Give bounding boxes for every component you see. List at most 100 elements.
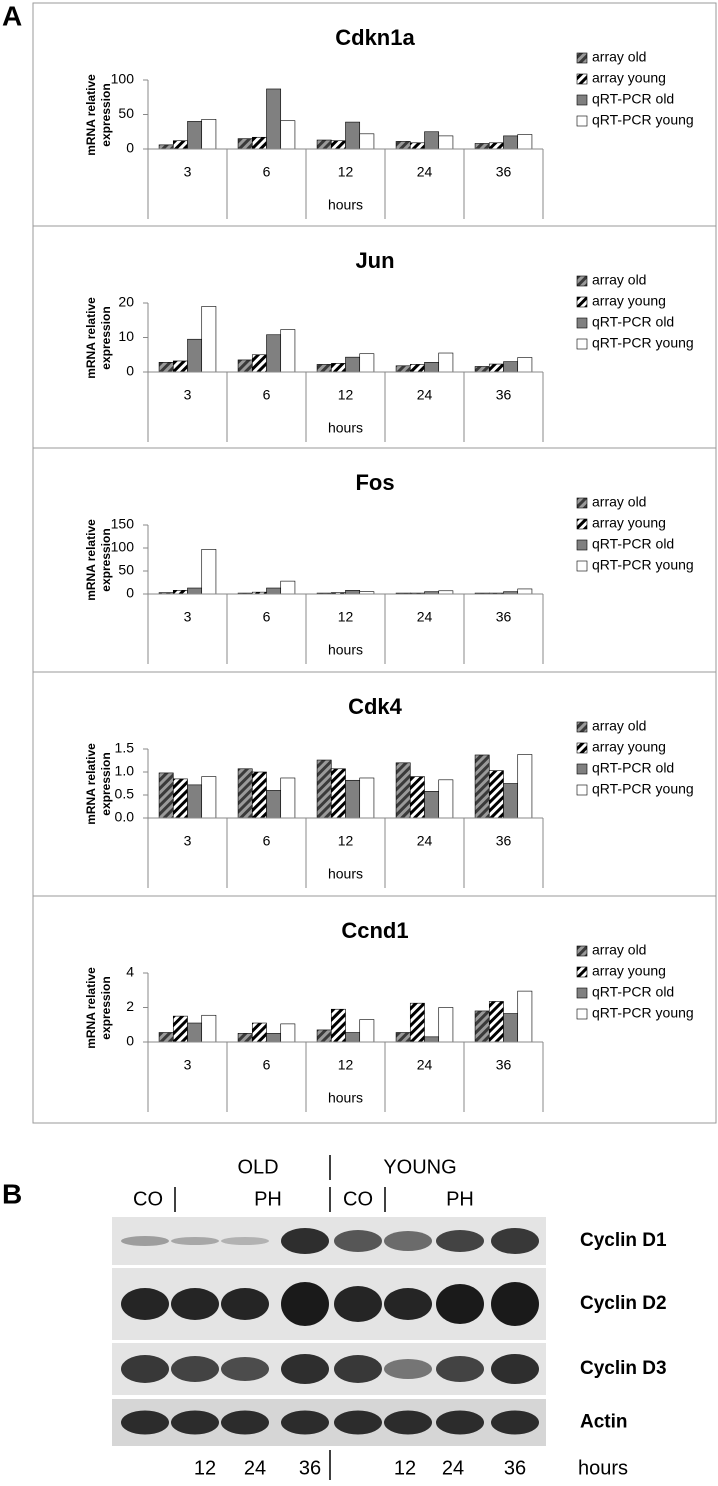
bar bbox=[266, 1033, 282, 1043]
blot-band bbox=[334, 1286, 382, 1322]
bar bbox=[424, 791, 440, 819]
bar bbox=[345, 1032, 361, 1043]
time-axis-label: hours bbox=[578, 1457, 628, 1479]
bar bbox=[280, 580, 296, 595]
x-tick-label: 24 bbox=[417, 833, 433, 849]
bar bbox=[345, 121, 361, 150]
bar bbox=[503, 1013, 519, 1043]
chart-title: Cdkn1a bbox=[335, 25, 415, 50]
x-tick-label: 36 bbox=[496, 609, 512, 625]
legend-label: array young bbox=[592, 515, 666, 531]
bar bbox=[359, 353, 375, 373]
bar bbox=[517, 357, 533, 373]
y-tick-label: 1.5 bbox=[115, 740, 135, 756]
bar bbox=[409, 364, 425, 373]
y-axis-label: expression bbox=[99, 83, 113, 146]
blot-band bbox=[221, 1410, 269, 1435]
legend-swatch bbox=[576, 73, 588, 85]
bar bbox=[424, 1036, 440, 1043]
timepoint-label: 24 bbox=[442, 1457, 464, 1479]
bar bbox=[266, 587, 282, 595]
blot-band bbox=[171, 1410, 219, 1435]
legend-label: qRT-PCR old bbox=[592, 536, 674, 552]
blot-band bbox=[491, 1354, 539, 1384]
bar bbox=[395, 365, 411, 373]
protein-label: Actin bbox=[580, 1412, 628, 1433]
x-tick-label: 6 bbox=[263, 609, 271, 625]
chart-title: Cdk4 bbox=[348, 694, 403, 719]
legend-label: array young bbox=[592, 70, 666, 86]
blot-band bbox=[221, 1288, 269, 1320]
blot-band bbox=[436, 1356, 484, 1382]
blot-band bbox=[491, 1410, 539, 1435]
blot-band bbox=[221, 1237, 269, 1245]
bar bbox=[266, 88, 282, 150]
x-tick-label: 24 bbox=[417, 164, 433, 180]
condition-label: CO bbox=[343, 1188, 373, 1210]
legend-label: qRT-PCR young bbox=[592, 112, 694, 128]
bar bbox=[201, 306, 217, 373]
bar bbox=[345, 590, 361, 595]
bar bbox=[409, 142, 425, 150]
bar bbox=[280, 777, 296, 819]
x-axis-label: hours bbox=[328, 642, 363, 658]
bar bbox=[474, 143, 490, 150]
bar bbox=[172, 590, 188, 595]
bar bbox=[488, 770, 504, 819]
blot-band bbox=[384, 1231, 432, 1251]
y-tick-label: 10 bbox=[118, 328, 134, 344]
bar bbox=[201, 1014, 217, 1043]
y-tick-label: 150 bbox=[111, 516, 135, 532]
legend-swatch bbox=[576, 497, 588, 509]
bar bbox=[438, 779, 454, 819]
bar bbox=[158, 772, 174, 819]
x-axis-label: hours bbox=[328, 1090, 363, 1106]
bar bbox=[345, 356, 361, 373]
bar bbox=[345, 779, 361, 819]
x-tick-label: 6 bbox=[263, 164, 271, 180]
bar bbox=[201, 776, 217, 819]
bar bbox=[172, 360, 188, 373]
legend-swatch bbox=[576, 94, 588, 106]
legend-label: array old bbox=[592, 942, 646, 958]
bar bbox=[187, 121, 203, 150]
legend-swatch bbox=[576, 539, 588, 551]
bar bbox=[438, 1007, 454, 1043]
bar bbox=[330, 363, 346, 373]
legend-label: qRT-PCR young bbox=[592, 781, 694, 797]
bar bbox=[395, 1032, 411, 1043]
bar bbox=[330, 768, 346, 819]
bar bbox=[237, 1033, 253, 1043]
bar bbox=[316, 759, 332, 819]
x-tick-label: 12 bbox=[338, 833, 354, 849]
blot-band bbox=[384, 1288, 432, 1320]
legend-swatch bbox=[576, 317, 588, 329]
bar bbox=[251, 771, 267, 819]
bar bbox=[280, 1023, 296, 1043]
bar bbox=[438, 135, 454, 150]
x-tick-label: 24 bbox=[417, 1057, 433, 1073]
blot-band bbox=[384, 1410, 432, 1435]
condition-label: PH bbox=[254, 1188, 282, 1210]
bar bbox=[424, 131, 440, 150]
legend-swatch bbox=[576, 945, 588, 957]
protein-label: Cyclin D3 bbox=[580, 1358, 667, 1379]
legend-swatch bbox=[576, 275, 588, 287]
timepoint-label: 12 bbox=[194, 1457, 216, 1479]
x-axis-label: hours bbox=[328, 866, 363, 882]
bar bbox=[395, 762, 411, 819]
legend-label: qRT-PCR young bbox=[592, 1005, 694, 1021]
blot-band bbox=[281, 1228, 329, 1254]
blot-band bbox=[334, 1410, 382, 1435]
y-tick-label: 50 bbox=[118, 105, 134, 121]
bar bbox=[172, 140, 188, 150]
protein-label: Cyclin D2 bbox=[580, 1293, 667, 1314]
bar bbox=[187, 784, 203, 819]
legend-label: array young bbox=[592, 739, 666, 755]
blot-band bbox=[436, 1230, 484, 1252]
bar bbox=[517, 754, 533, 819]
blot-band bbox=[281, 1410, 329, 1435]
bar bbox=[280, 120, 296, 150]
bar bbox=[158, 1032, 174, 1043]
